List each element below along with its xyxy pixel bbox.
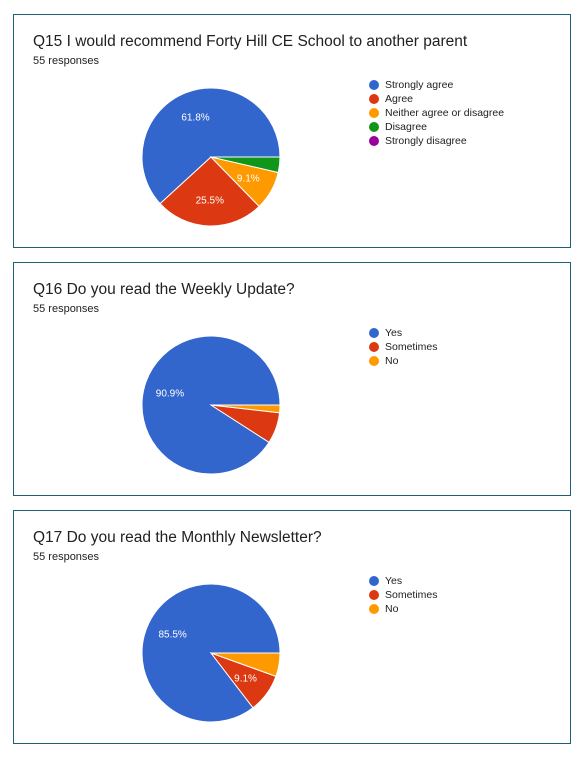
legend-item[interactable]: No [369, 602, 438, 616]
slice-data-label: 25.5% [196, 195, 224, 206]
legend-label: Sometimes [385, 589, 438, 601]
pie-slice[interactable] [159, 156, 260, 227]
slice-data-label: 9.1% [234, 674, 257, 685]
legend-swatch-icon [369, 108, 379, 118]
legend-swatch-icon [369, 576, 379, 586]
legend-item[interactable]: Disagree [369, 120, 504, 134]
legend-label: Sometimes [385, 341, 438, 353]
slice-data-label: 9.1% [237, 173, 260, 184]
legend-item[interactable]: Strongly agree [369, 78, 504, 92]
chart-legend: Yes Sometimes No [369, 574, 438, 616]
pie-slice[interactable] [210, 404, 281, 414]
chart-legend: Yes Sometimes No [369, 326, 438, 368]
legend-swatch-icon [369, 590, 379, 600]
legend-label: Yes [385, 327, 403, 339]
legend-item[interactable]: Neither agree or disagree [369, 106, 504, 120]
legend-swatch-icon [369, 136, 379, 146]
pie-chart: 90.9% [141, 335, 281, 475]
chart-card-q17: Q17 Do you read the Monthly Newsletter? … [13, 510, 571, 744]
pie-slice[interactable] [141, 87, 281, 205]
slice-data-label: 61.8% [181, 113, 209, 124]
response-count: 55 responses [33, 55, 100, 67]
legend-item[interactable]: No [369, 354, 438, 368]
chart-legend: Strongly agree Agree Neither agree or di… [369, 78, 504, 148]
legend-swatch-icon [369, 328, 379, 338]
chart-title: Q16 Do you read the Weekly Update? [33, 281, 295, 298]
legend-label: Strongly agree [385, 79, 454, 91]
response-count: 55 responses [33, 303, 100, 315]
legend-item[interactable]: Yes [369, 326, 438, 340]
response-count: 55 responses [33, 551, 100, 563]
legend-swatch-icon [369, 122, 379, 132]
chart-card-q15: Q15 I would recommend Forty Hill CE Scho… [13, 14, 571, 248]
pie-slice[interactable] [210, 156, 281, 174]
legend-swatch-icon [369, 356, 379, 366]
legend-item[interactable]: Strongly disagree [369, 134, 504, 148]
legend-swatch-icon [369, 80, 379, 90]
chart-title: Q17 Do you read the Monthly Newsletter? [33, 529, 322, 546]
legend-item[interactable]: Yes [369, 574, 438, 588]
legend-swatch-icon [369, 342, 379, 352]
legend-item[interactable]: Agree [369, 92, 504, 106]
legend-label: Yes [385, 575, 403, 587]
legend-label: Neither agree or disagree [385, 107, 505, 119]
pie-chart: 61.8% 25.5% 9.1% [141, 87, 281, 227]
legend-swatch-icon [369, 604, 379, 614]
legend-label: No [385, 603, 399, 615]
legend-item[interactable]: Sometimes [369, 340, 438, 354]
legend-label: Agree [385, 93, 414, 105]
chart-card-q16: Q16 Do you read the Weekly Update? 55 re… [13, 262, 571, 496]
slice-data-label: 85.5% [158, 630, 186, 641]
pie-slice[interactable] [210, 652, 281, 677]
pie-chart: 85.5% 9.1% [141, 583, 281, 723]
slice-data-label: 90.9% [156, 388, 184, 399]
legend-label: Disagree [385, 121, 428, 133]
legend-label: Strongly disagree [385, 135, 467, 147]
legend-label: No [385, 355, 399, 367]
legend-item[interactable]: Sometimes [369, 588, 438, 602]
chart-title: Q15 I would recommend Forty Hill CE Scho… [33, 33, 468, 50]
legend-swatch-icon [369, 94, 379, 104]
